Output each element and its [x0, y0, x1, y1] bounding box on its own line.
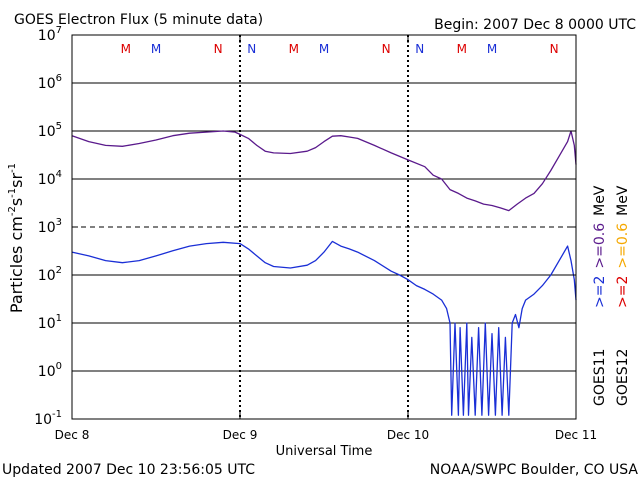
x-axis-label: Universal Time — [276, 444, 373, 459]
y-tick-base: 10 — [38, 124, 56, 140]
y-tick-exponent: 3 — [56, 217, 62, 228]
y-axis-label-exp3: -1 — [7, 163, 18, 173]
sun-marker-label: N — [415, 42, 424, 56]
sun-marker-label: M — [319, 42, 329, 56]
y-tick-base: 10 — [38, 364, 56, 380]
sun-marker-label: N — [214, 42, 223, 56]
y-axis-label-base: Particles cm — [7, 216, 26, 313]
y-tick-label: 103 — [38, 217, 62, 236]
sun-marker-label: N — [382, 42, 391, 56]
y-tick-exponent: 5 — [56, 121, 62, 132]
y-tick-label: 107 — [38, 25, 62, 44]
series-line-1 — [71, 240, 577, 416]
y-tick-base: 10 — [38, 268, 56, 284]
sun-marker-label: N — [550, 42, 559, 56]
legend: GOES11 >=2 >=0.6 MeV GOES12 >=2 >=0.6 MeV — [592, 185, 631, 406]
y-axis-label-s: s — [7, 198, 26, 206]
y-tick-base: 10 — [38, 220, 56, 236]
y-tick-label: 106 — [38, 73, 62, 92]
y-tick-label: 101 — [38, 313, 62, 332]
legend-satellite-label: GOES11 — [592, 349, 608, 406]
legend-entry: >=0.6 — [615, 223, 631, 269]
legend-entry: >=2 — [592, 276, 608, 308]
x-tick-label: Dec 9 — [223, 428, 258, 442]
y-tick-exponent: 4 — [56, 169, 62, 180]
x-tick-label: Dec 8 — [55, 428, 90, 442]
legend-entry: MeV — [615, 185, 631, 216]
legend-entry: >=0.6 — [592, 223, 608, 269]
y-tick-base: 10 — [38, 28, 56, 44]
legend-satellite-label: GOES12 — [615, 349, 631, 406]
sun-marker-label: M — [289, 42, 299, 56]
x-tick-label: Dec 11 — [555, 428, 597, 442]
y-tick-exponent: -1 — [52, 409, 62, 420]
y-tick-exponent: 0 — [56, 361, 62, 372]
chart-title: GOES Electron Flux (5 minute data) — [14, 12, 263, 28]
legend-entry: >=2 — [615, 276, 631, 308]
y-tick-exponent: 7 — [56, 25, 62, 36]
y-tick-exponent: 6 — [56, 73, 62, 84]
y-axis-label-exp2: -1 — [7, 188, 18, 198]
series-line-0 — [71, 130, 577, 212]
footer-source: NOAA/SWPC Boulder, CO USA — [430, 462, 639, 478]
begin-label: Begin: 2007 Dec 8 0000 UTC — [434, 17, 636, 33]
sun-marker-label: N — [247, 42, 256, 56]
y-tick-base: 10 — [38, 316, 56, 332]
y-tick-label: 100 — [38, 361, 62, 380]
y-tick-label: 104 — [38, 169, 62, 188]
y-tick-base: 10 — [34, 412, 52, 428]
y-axis-label: Particles cm-2s-1sr-1 — [7, 163, 26, 313]
sun-marker-label: M — [121, 42, 131, 56]
sun-marker-label: M — [487, 42, 497, 56]
grid-layer — [72, 35, 576, 419]
legend-entries: >=2 >=0.6 MeV — [592, 185, 608, 308]
y-axis-label-exp1: -2 — [7, 206, 18, 216]
x-ticks: Dec 8 Dec 9 Dec 10 Dec 11 — [55, 35, 597, 442]
y-tick-exponent: 2 — [56, 265, 62, 276]
series-layer — [71, 130, 577, 416]
legend-entry: MeV — [592, 185, 608, 216]
y-tick-label: 102 — [38, 265, 62, 284]
y-tick-label: 105 — [38, 121, 62, 140]
footer-updated: Updated 2007 Dec 10 23:56:05 UTC — [2, 462, 255, 478]
x-tick-label: Dec 10 — [387, 428, 429, 442]
y-axis-label-sr: sr — [7, 173, 26, 188]
sun-marker-label: M — [457, 42, 467, 56]
y-tick-base: 10 — [38, 172, 56, 188]
y-tick-exponent: 1 — [56, 313, 62, 324]
legend-entries: >=2 >=0.6 MeV — [615, 185, 631, 308]
y-tick-label: 10-1 — [34, 409, 62, 428]
sun-marker-label: M — [151, 42, 161, 56]
y-tick-base: 10 — [38, 76, 56, 92]
